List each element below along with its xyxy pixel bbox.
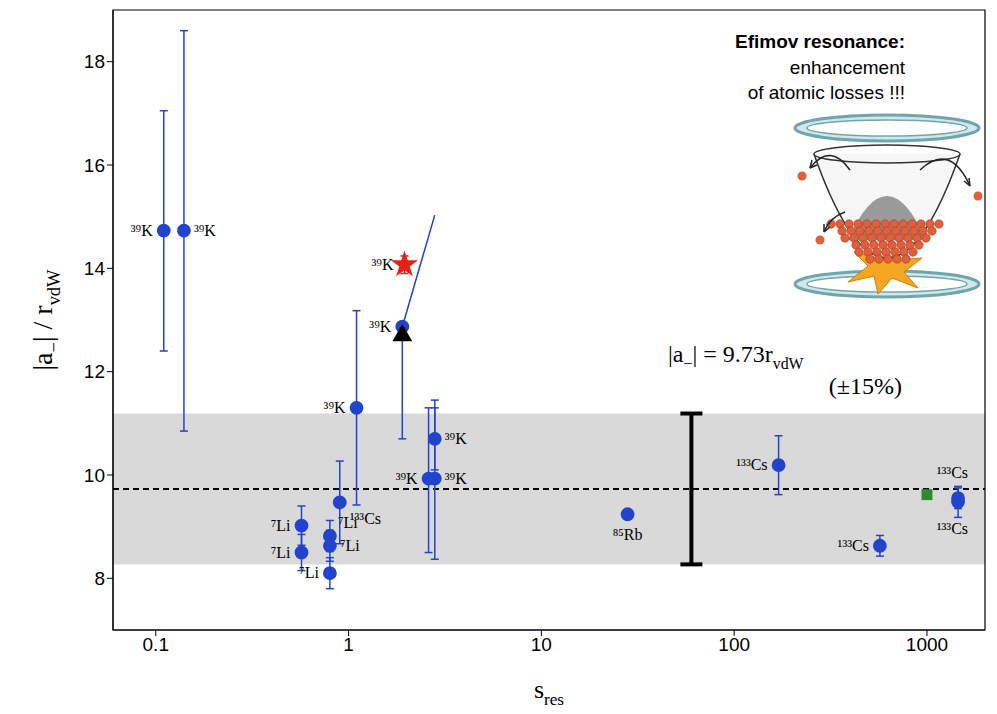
svg-text:¹³³Cs: ¹³³Cs — [937, 464, 968, 481]
svg-text:|a−| / rvdW: |a−| / rvdW — [27, 269, 64, 371]
svg-text:⁷Li: ⁷Li — [338, 514, 358, 531]
svg-text:³⁹K: ³⁹K — [445, 470, 467, 487]
svg-text:¹³³Cs: ¹³³Cs — [937, 520, 968, 537]
svg-text:³⁹K: ³⁹K — [194, 222, 216, 239]
svg-text:⁷Li: ⁷Li — [299, 564, 319, 581]
svg-text:⁷Li: ⁷Li — [271, 544, 291, 561]
svg-text:³⁹K: ³⁹K — [396, 470, 418, 487]
svg-text:|a−| = 9.73rvdW: |a−| = 9.73rvdW — [668, 341, 804, 372]
svg-text:12: 12 — [84, 361, 105, 382]
svg-text:³⁹K: ³⁹K — [324, 399, 346, 416]
svg-text:of atomic losses !!!: of atomic losses !!! — [748, 82, 905, 103]
svg-text:³⁹K: ³⁹K — [131, 222, 153, 239]
svg-text:⁸⁵Rb: ⁸⁵Rb — [613, 526, 643, 543]
svg-text:³⁹K: ³⁹K — [445, 430, 467, 447]
svg-text:¹³³Cs: ¹³³Cs — [736, 456, 767, 473]
svg-text:³⁹K: ³⁹K — [372, 256, 394, 273]
svg-text:14: 14 — [84, 258, 106, 279]
svg-text:³⁹K: ³⁹K — [369, 318, 391, 335]
svg-text:⁷Li: ⁷Li — [271, 517, 291, 534]
svg-text:⁷Li: ⁷Li — [340, 537, 360, 554]
svg-text:sres: sres — [534, 675, 564, 709]
svg-text:100: 100 — [718, 634, 750, 655]
svg-text:0.1: 0.1 — [143, 634, 169, 655]
svg-text:10: 10 — [84, 465, 105, 486]
svg-text:10: 10 — [531, 634, 552, 655]
svg-text:18: 18 — [84, 51, 105, 72]
svg-text:enhancement: enhancement — [790, 57, 906, 78]
svg-text:1: 1 — [343, 634, 354, 655]
svg-text:¹³³Cs: ¹³³Cs — [838, 537, 869, 554]
svg-text:1000: 1000 — [906, 634, 948, 655]
svg-text:(±15%): (±15%) — [829, 373, 902, 399]
svg-text:Efimov resonance:: Efimov resonance: — [735, 31, 905, 52]
svg-text:16: 16 — [84, 155, 105, 176]
svg-text:¹³³Cs: ¹³³Cs — [349, 510, 381, 528]
svg-text:8: 8 — [94, 568, 105, 589]
